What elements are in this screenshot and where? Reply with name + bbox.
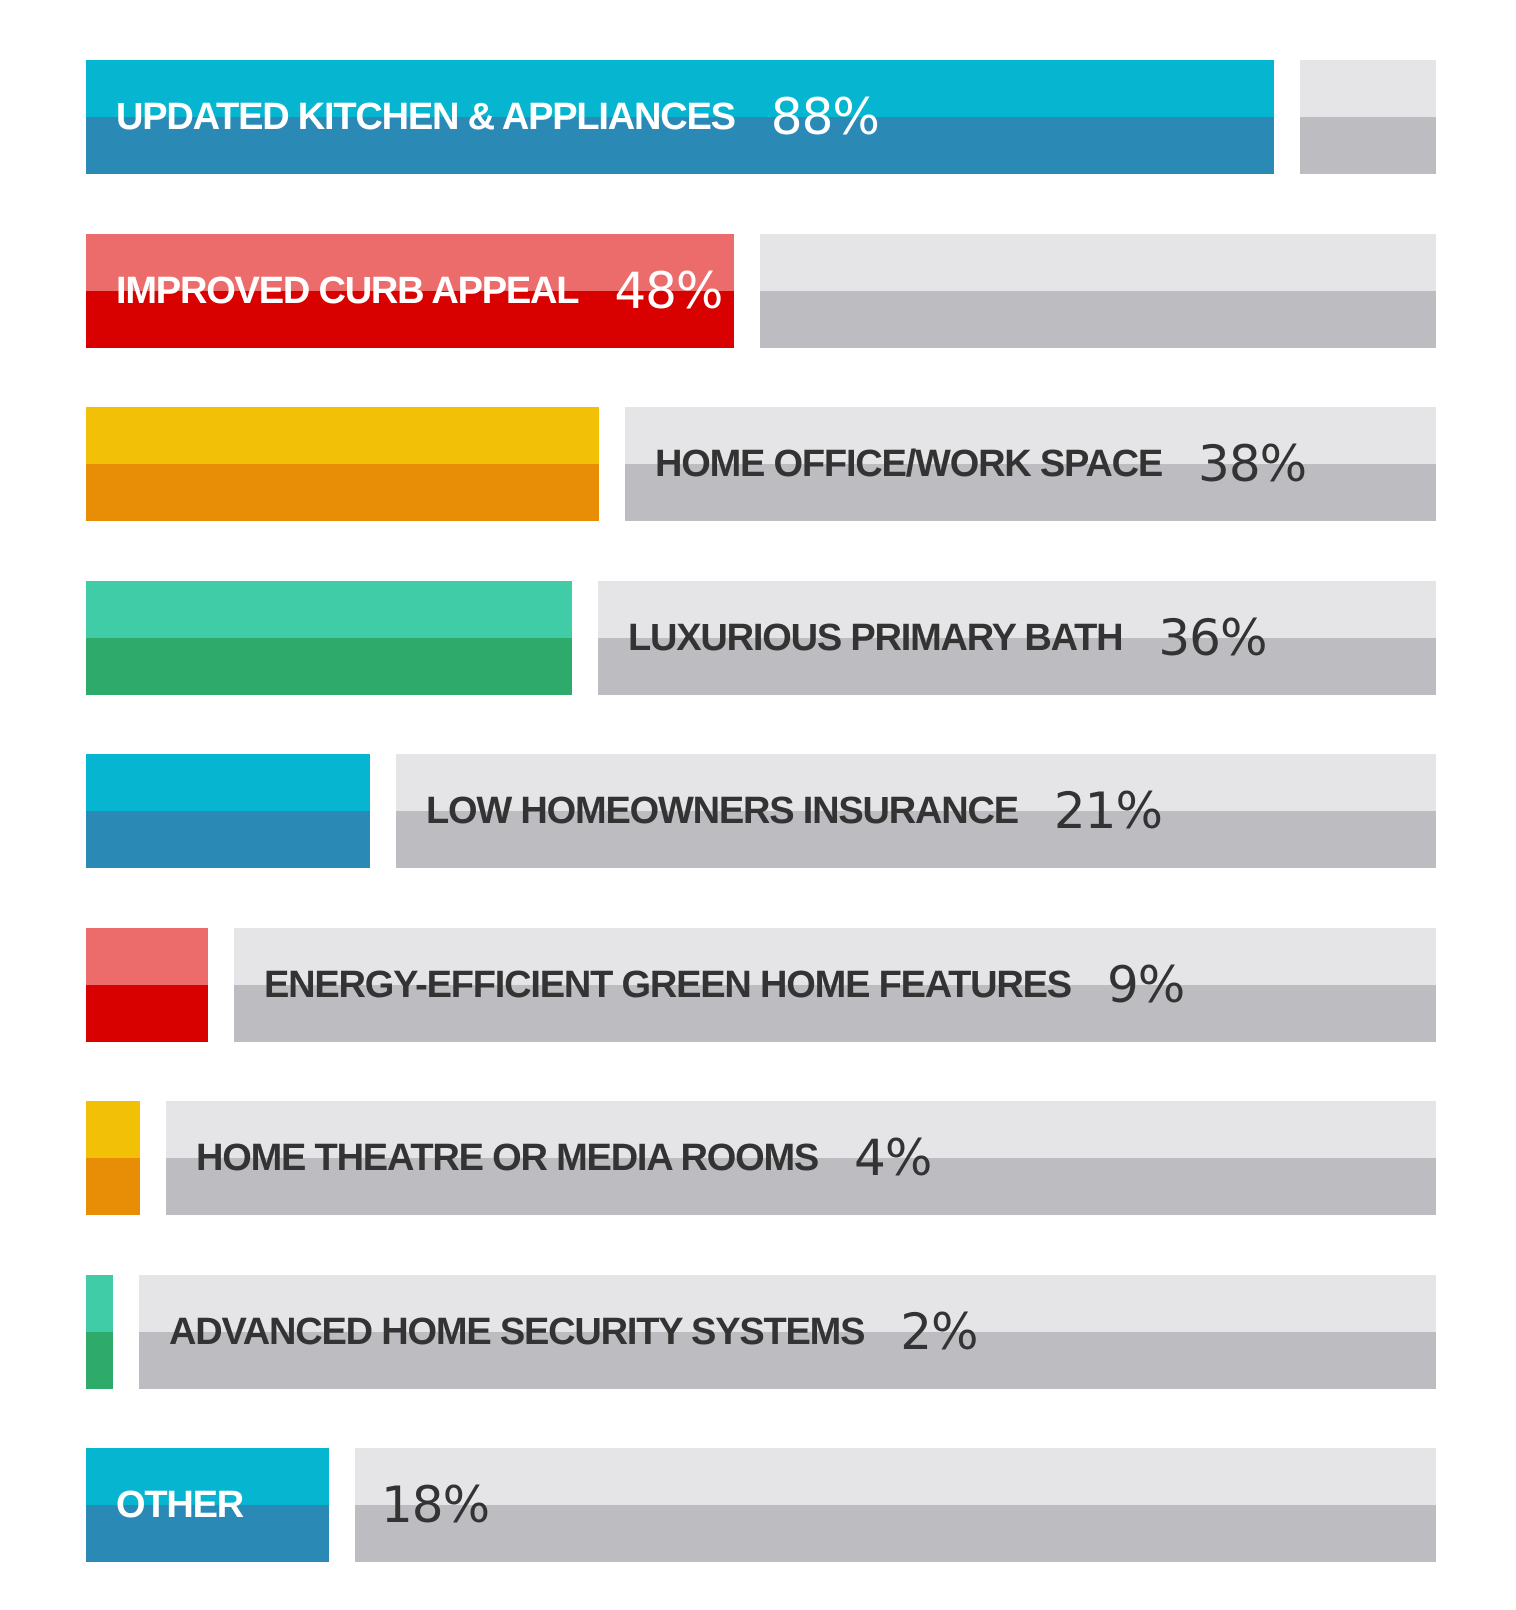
bar-fill-top	[86, 407, 599, 464]
bar-fill-bottom	[86, 1158, 140, 1215]
bar-fill	[86, 60, 1274, 174]
bar-label: UPDATED KITCHEN & APPLIANCES 88%	[116, 60, 880, 174]
bar-fill-bottom	[86, 811, 370, 868]
category-label: LUXURIOUS PRIMARY BATH	[628, 617, 1124, 659]
bar-row: HOME THEATRE OR MEDIA ROOMS 4%	[86, 1101, 1436, 1215]
bar-fill-bottom	[86, 985, 208, 1042]
bar-fill-top	[86, 60, 1274, 117]
bar-remainder	[355, 1448, 1436, 1562]
bar-label: OTHER	[116, 1448, 279, 1562]
bar-fill	[86, 754, 370, 868]
value-label: 88%	[770, 88, 880, 146]
bar-fill-top	[86, 928, 208, 985]
bar-fill	[86, 234, 734, 348]
value-label: 21%	[1053, 782, 1163, 840]
bar-fill	[86, 1448, 329, 1562]
bar-fill-bottom	[86, 464, 599, 521]
bar-fill-bottom	[86, 1505, 329, 1562]
bar-fill-top	[86, 1101, 140, 1158]
bar-fill	[86, 1275, 113, 1389]
bar-remainder	[396, 754, 1436, 868]
value-label: 48%	[614, 262, 723, 320]
category-label: OTHER	[116, 1484, 244, 1526]
category-label: UPDATED KITCHEN & APPLIANCES	[116, 96, 736, 138]
bar-row: ADVANCED HOME SECURITY SYSTEMS 2%	[86, 1275, 1436, 1389]
bar-label: LOW HOMEOWNERS INSURANCE 21%	[426, 754, 1163, 868]
bar-fill-bottom	[86, 117, 1274, 174]
bar-row: LUXURIOUS PRIMARY BATH 36%	[86, 581, 1436, 695]
category-label: ADVANCED HOME SECURITY SYSTEMS	[169, 1311, 865, 1353]
bar-fill-top	[86, 754, 370, 811]
bar-remainder	[234, 928, 1436, 1042]
bar-fill-top	[86, 581, 572, 638]
bar-remainder	[166, 1101, 1436, 1215]
bar-fill	[86, 407, 599, 521]
bar-row: OTHER 18%	[86, 1448, 1436, 1562]
bar-remainder	[760, 234, 1436, 348]
bar-fill-bottom	[86, 638, 572, 695]
bar-fill-bottom	[86, 1332, 113, 1389]
value-label: 9%	[1106, 956, 1185, 1014]
bar-fill	[86, 928, 208, 1042]
value-label: 18%	[381, 1476, 490, 1534]
bar-label: HOME THEATRE OR MEDIA ROOMS 4%	[196, 1101, 932, 1215]
bar-fill-top	[86, 1448, 329, 1505]
category-label: HOME OFFICE/WORK SPACE	[655, 443, 1163, 485]
category-label: IMPROVED CURB APPEAL	[116, 270, 580, 312]
bar-remainder	[139, 1275, 1436, 1389]
bar-label: ENERGY-EFFICIENT GREEN HOME FEATURES 9%	[264, 928, 1185, 1042]
bar-row: LOW HOMEOWNERS INSURANCE 21%	[86, 754, 1436, 868]
bar-remainder	[1300, 60, 1436, 174]
bar-fill-top	[86, 234, 734, 291]
bar-label: HOME OFFICE/WORK SPACE 38%	[655, 407, 1307, 521]
bar-fill	[86, 1101, 140, 1215]
category-label: HOME THEATRE OR MEDIA ROOMS	[196, 1137, 819, 1179]
bar-remainder	[625, 407, 1436, 521]
bar-fill-top	[86, 1275, 113, 1332]
value-label-wrap: 18%	[381, 1448, 490, 1562]
category-label: ENERGY-EFFICIENT GREEN HOME FEATURES	[264, 964, 1072, 1006]
bar-remainder	[598, 581, 1436, 695]
bar-label: LUXURIOUS PRIMARY BATH 36%	[628, 581, 1268, 695]
bar-row: ENERGY-EFFICIENT GREEN HOME FEATURES 9%	[86, 928, 1436, 1042]
value-label: 4%	[854, 1129, 932, 1187]
category-label: LOW HOMEOWNERS INSURANCE	[426, 790, 1019, 832]
bar-row: IMPROVED CURB APPEAL 48%	[86, 234, 1436, 348]
bar-label: ADVANCED HOME SECURITY SYSTEMS 2%	[169, 1275, 979, 1389]
bar-row: UPDATED KITCHEN & APPLIANCES 88%	[86, 60, 1436, 174]
value-label: 2%	[900, 1303, 978, 1361]
bar-fill-bottom	[86, 291, 734, 348]
value-label: 38%	[1198, 435, 1307, 493]
bar-row: HOME OFFICE/WORK SPACE 38%	[86, 407, 1436, 521]
value-label: 36%	[1158, 609, 1267, 667]
bar-label: IMPROVED CURB APPEAL 48%	[116, 234, 723, 348]
bar-fill	[86, 581, 572, 695]
